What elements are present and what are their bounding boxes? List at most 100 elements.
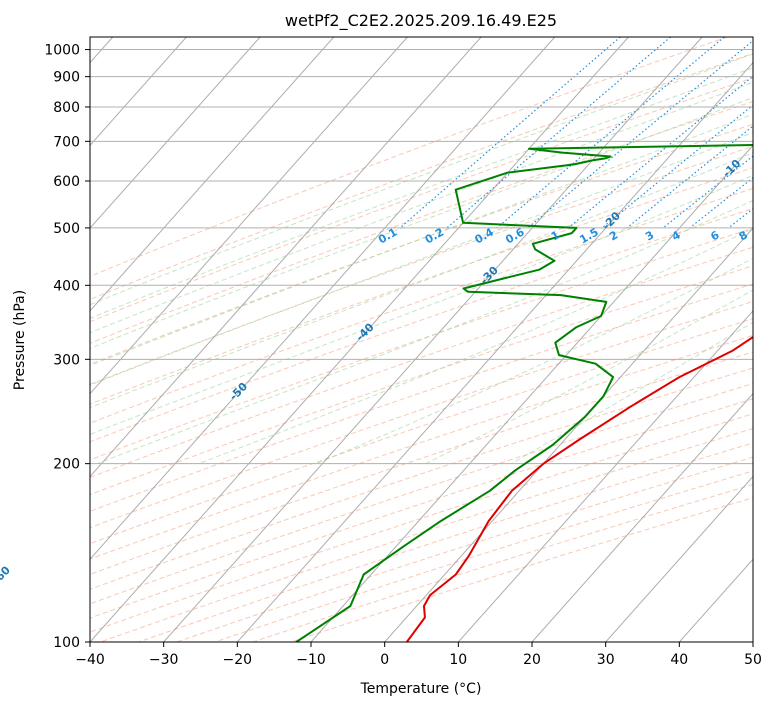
isotherm-line: [90, 37, 556, 560]
grid-lines: [90, 37, 753, 642]
y-tick-label: 500: [53, 221, 80, 237]
isotherm-line: [90, 37, 187, 147]
line-labels: -100-90-80-70-60-50-40-30-20-10010203040…: [0, 157, 750, 587]
dry-adiabat: [214, 470, 753, 642]
x-tick-label: 40: [670, 652, 688, 668]
mixing-ratio-line: [399, 37, 621, 229]
mixing-ratio-label: 0.2: [423, 225, 446, 246]
dry-adiabat: [252, 483, 753, 642]
moist-adiabat: [90, 152, 753, 409]
dry-adiabat: [138, 442, 753, 642]
temperature-profile: [405, 335, 753, 642]
y-tick-label: 100: [53, 635, 80, 651]
isotherm-line: [90, 37, 261, 229]
mixing-ratio-line: [757, 37, 775, 228]
moist-adiabat: [90, 81, 753, 334]
dry-adiabat: [90, 77, 753, 323]
isotherm-label: -60: [0, 563, 13, 586]
dry-adiabat: [90, 227, 753, 461]
isotherm-line: [752, 641, 753, 642]
isotherm-line: [90, 37, 482, 478]
dry-adiabat: [90, 318, 753, 545]
mixing-ratio-label: 2: [607, 228, 620, 243]
y-tick-label: 900: [53, 70, 80, 86]
y-tick-label: 1000: [44, 43, 80, 59]
mixing-ratio-line: [626, 125, 753, 229]
moist-adiabat: [96, 199, 753, 465]
isotherm-line: [90, 37, 335, 312]
x-tick-label: 20: [523, 652, 541, 668]
x-tick-label: −20: [223, 652, 253, 668]
moist-adiabat: [90, 53, 753, 306]
mixing-ratio-label: 3: [643, 228, 656, 243]
mixing-ratio-label: 4: [670, 228, 683, 243]
mixing-ratio-line: [446, 37, 671, 229]
mixing-ratio-label: 6: [708, 228, 721, 243]
isotherm-line: [163, 37, 703, 642]
isotherm-line: [384, 227, 753, 642]
dry-adiabat: [90, 187, 753, 424]
dry-adiabat: [90, 52, 753, 300]
dry-adiabat: [90, 398, 753, 619]
isotherm-line: [236, 61, 753, 642]
dry-adiabat: [90, 300, 753, 529]
moist-adiabat: [198, 227, 753, 465]
mixing-ratio-line: [496, 37, 725, 229]
mixing-ratio-label: 1.5: [577, 225, 600, 246]
plot-frame: [89, 36, 754, 643]
chart-title: wetPf2_C2E2.2025.209.16.49.E25: [285, 11, 557, 31]
y-tick-label: 700: [53, 134, 80, 150]
x-tick-label: 10: [449, 652, 467, 668]
dry-adiabat: [90, 367, 753, 590]
dry-adiabat: [90, 351, 753, 575]
dry-adiabat: [90, 208, 753, 443]
y-tick-label: 300: [53, 352, 80, 368]
moist-adiabat: [90, 113, 753, 367]
mixing-ratio-line: [568, 75, 753, 229]
y-tick-label: 200: [53, 457, 80, 473]
isotherm-line: [605, 475, 753, 642]
dry-adiabat: [90, 265, 753, 496]
isotherm-line: [457, 310, 753, 642]
mixing-ratio-line: [689, 176, 753, 229]
y-axis-label: Pressure (hPa): [12, 290, 28, 390]
mixing-ratio-line: [527, 39, 753, 229]
y-tick-label: 800: [53, 100, 80, 116]
moist-adiabat: [511, 321, 753, 465]
dry-adiabat: [90, 145, 753, 385]
x-axis: −40 −30 −20 −10 0 10 20 30 40 50: [75, 642, 762, 668]
dry-adiabat: [90, 100, 753, 344]
x-tick-label: 0: [380, 652, 389, 668]
x-tick-label: 30: [597, 652, 615, 668]
isotherm-line: [90, 37, 629, 642]
moist-adiabat: [90, 67, 753, 319]
dry-adiabat: [90, 123, 753, 365]
x-tick-label: −30: [149, 652, 179, 668]
dewpoint-profile: [295, 144, 753, 642]
moist-adiabat: [90, 131, 753, 386]
dry-adiabat: [90, 283, 753, 512]
x-tick-label: −40: [75, 652, 105, 668]
mixing-ratio-label: 0.1: [376, 225, 399, 246]
moist-adiabat: [90, 174, 753, 435]
dry-adiabat: [90, 334, 753, 560]
isotherm-line: [531, 392, 753, 642]
isotherm-line: [310, 144, 753, 642]
x-axis-label: Temperature (°C): [360, 681, 482, 697]
moist-adiabat: [90, 97, 753, 349]
dry-adiabat: [90, 246, 753, 479]
y-axis: 100 200 300 400 500 600 700 800 900 1000: [44, 43, 90, 651]
dry-adiabat: [90, 167, 753, 405]
sounding-profiles: [295, 144, 753, 642]
background-lines: [90, 37, 775, 642]
x-tick-label: 50: [744, 652, 762, 668]
dry-adiabat: [90, 37, 728, 277]
mixing-ratio-label: 0.4: [473, 225, 497, 246]
y-tick-label: 400: [53, 278, 80, 294]
isotherm-line: [90, 37, 408, 395]
moist-adiabat: [425, 289, 753, 465]
dry-adiabat: [90, 382, 753, 605]
mixing-ratio-line: [601, 104, 753, 229]
x-tick-label: −10: [296, 652, 326, 668]
